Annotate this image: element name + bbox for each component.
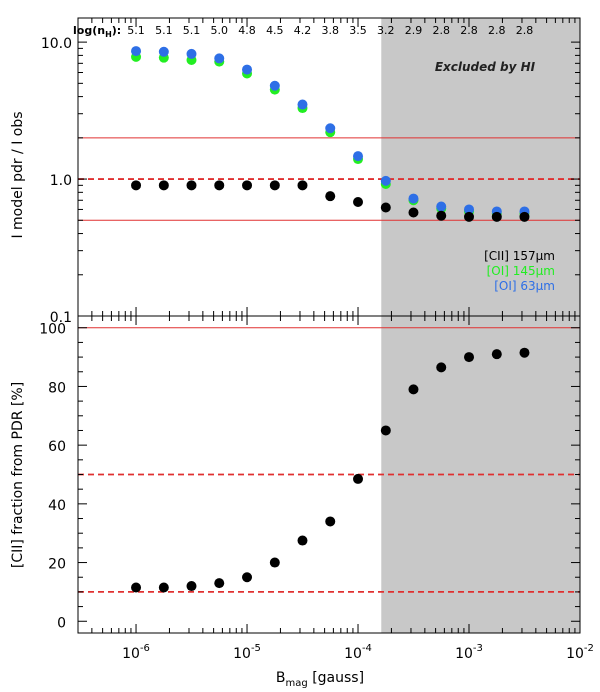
point--oi-63-m-3 <box>214 53 225 64</box>
point--cii-157-m-9 <box>380 202 391 213</box>
y-tick-label: 80 <box>48 380 66 396</box>
point--cii-157-m-11 <box>436 210 447 221</box>
point-cii-fraction-11 <box>436 362 447 373</box>
point--oi-63-m-9 <box>380 175 391 186</box>
density-value-11: 2.8 <box>432 24 450 37</box>
density-value-6: 4.2 <box>294 24 312 37</box>
legend: [CII] 157µm[OI] 145µm[OI] 63µm <box>484 249 555 293</box>
point-cii-fraction-14 <box>519 347 530 358</box>
point-cii-fraction-3 <box>214 578 225 589</box>
point--oi-63-m-12 <box>464 204 475 215</box>
point-cii-fraction-10 <box>408 384 419 395</box>
point--oi-63-m-4 <box>242 64 253 75</box>
point-cii-fraction-13 <box>491 349 502 360</box>
point--cii-157-m-6 <box>297 180 308 191</box>
top-panel-points <box>131 46 530 222</box>
point--oi-63-m-1 <box>158 46 169 57</box>
x-axis-label: Bmag [gauss] <box>276 670 364 689</box>
point-cii-fraction-5 <box>269 557 280 568</box>
density-header-label: log(nH): <box>73 24 121 39</box>
density-value-13: 2.8 <box>488 24 506 37</box>
y-tick-label: 100 <box>39 322 66 338</box>
density-value-4: 4.8 <box>238 24 256 37</box>
x-tick-label: 10-2 <box>566 643 594 662</box>
point-cii-fraction-2 <box>186 581 197 592</box>
density-value-0: 5.1 <box>127 24 145 37</box>
point--oi-63-m-10 <box>408 193 419 204</box>
y-tick-label: 20 <box>48 557 66 573</box>
top-panel-background <box>381 18 580 316</box>
point--cii-157-m-0 <box>131 180 142 191</box>
density-header: log(nH): 5.1 5.1 5.1 5.0 4.8 4.5 4.2 3.8 3.5 3.2 2… <box>73 24 533 39</box>
point--cii-157-m-2 <box>186 180 197 191</box>
point--oi-63-m-6 <box>297 99 308 110</box>
point--cii-157-m-12 <box>464 211 475 222</box>
density-value-5: 4.5 <box>266 24 284 37</box>
point-cii-fraction-0 <box>131 582 142 593</box>
y-tick-label: 1.0 <box>50 173 72 189</box>
point--cii-157-m-5 <box>269 180 280 191</box>
point-cii-fraction-7 <box>325 516 336 527</box>
legend-entry--oi-63-m: [OI] 63µm <box>494 279 555 293</box>
excluded-region-label: Excluded by HI <box>435 60 536 74</box>
density-value-1: 5.1 <box>155 24 173 37</box>
point--cii-157-m-4 <box>242 180 253 191</box>
density-value-3: 5.0 <box>210 24 228 37</box>
density-value-12: 2.8 <box>460 24 478 37</box>
y-tick-label: 0.1 <box>50 310 72 326</box>
density-value-14: 2.8 <box>516 24 534 37</box>
point--oi-63-m-11 <box>436 201 447 212</box>
point-cii-fraction-12 <box>464 352 475 363</box>
x-tick-label: 10-5 <box>233 643 261 662</box>
y-tick-label: 10.0 <box>41 36 72 52</box>
bottom-y-axis-label: [CII] fraction from PDR [%] <box>10 382 26 568</box>
point--cii-157-m-1 <box>158 180 169 191</box>
bottom-panel-points <box>131 347 530 593</box>
density-value-7: 3.8 <box>321 24 339 37</box>
point-cii-fraction-9 <box>380 425 391 436</box>
excluded-region-shading <box>381 18 580 316</box>
density-value-9: 3.2 <box>377 24 395 37</box>
y-tick-label: 60 <box>48 439 66 455</box>
point--cii-157-m-10 <box>408 207 419 218</box>
point-cii-fraction-8 <box>353 473 364 484</box>
density-value-8: 3.5 <box>349 24 367 37</box>
point--cii-157-m-7 <box>325 191 336 202</box>
point--cii-157-m-8 <box>353 196 364 207</box>
y-tick-label: 40 <box>48 498 66 514</box>
density-value-10: 2.9 <box>405 24 423 37</box>
x-tick-label: 10-3 <box>455 643 483 662</box>
point-cii-fraction-6 <box>297 535 308 546</box>
x-tick-label: 10-6 <box>122 643 150 662</box>
point--oi-63-m-8 <box>353 151 364 162</box>
point-cii-fraction-1 <box>158 582 169 593</box>
point--oi-63-m-2 <box>186 48 197 59</box>
point-cii-fraction-4 <box>242 572 253 583</box>
legend-entry--cii-157-m: [CII] 157µm <box>484 249 555 263</box>
legend-entry--oi-145-m: [OI] 145µm <box>487 264 555 278</box>
y-tick-label: 0 <box>57 615 66 631</box>
point--oi-63-m-5 <box>269 80 280 91</box>
point--oi-63-m-0 <box>131 46 142 57</box>
point--cii-157-m-3 <box>214 180 225 191</box>
top-y-axis-label: I model pdr / I obs <box>10 111 26 238</box>
point--oi-63-m-7 <box>325 123 336 134</box>
point--cii-157-m-13 <box>491 211 502 222</box>
density-value-2: 5.1 <box>183 24 201 37</box>
x-tick-label: 10-4 <box>344 643 372 662</box>
bottom-panel-axes: 10-6 10-5 10-4 10-3 10-2 0 20 40 60 80 100 <box>39 315 594 662</box>
point--cii-157-m-14 <box>519 211 530 222</box>
